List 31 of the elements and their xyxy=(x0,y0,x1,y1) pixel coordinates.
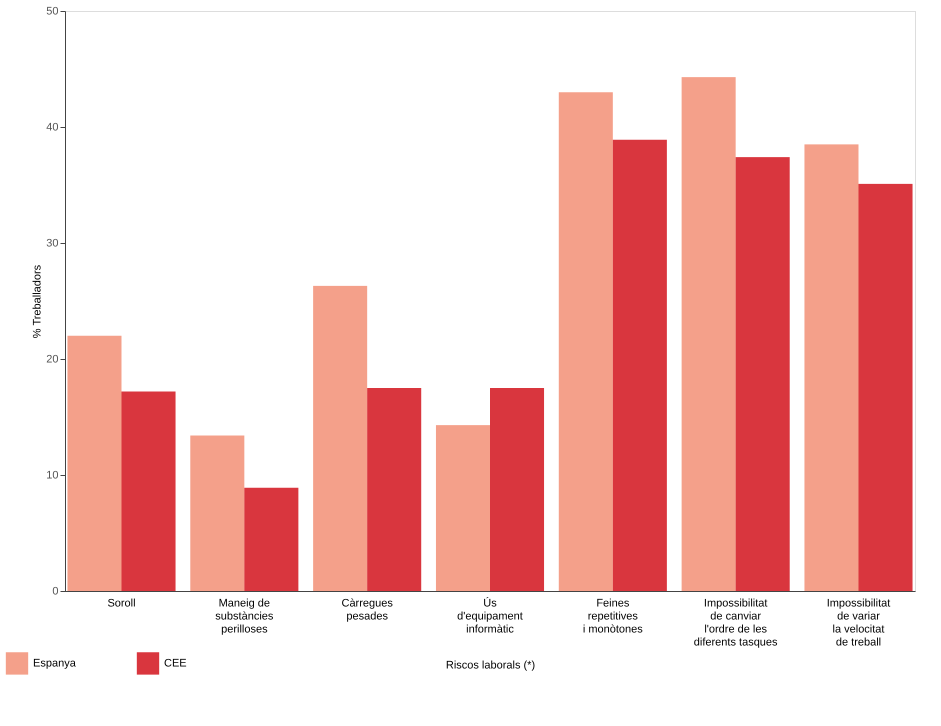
bar xyxy=(736,157,790,591)
y-tick-label: 0 xyxy=(52,586,58,598)
bar xyxy=(858,184,913,591)
y-axis-title: % Treballadors xyxy=(31,264,44,338)
x-tick-label: Impossibilitat de variar la velocitat de treball xyxy=(826,598,890,648)
y-tick-label: 20 xyxy=(46,354,58,366)
x-tick-label: Maneig de substàncies perilloses xyxy=(215,598,274,636)
x-tick-label: Soroll xyxy=(107,598,136,610)
bar xyxy=(122,391,176,591)
legend-label: Espanya xyxy=(33,657,77,670)
bar xyxy=(490,388,544,591)
x-tick-label: Ús d'equipament informàtic xyxy=(457,596,523,636)
bar xyxy=(367,388,422,591)
bar xyxy=(436,425,490,591)
x-tick-label: Càrregues pesades xyxy=(341,598,394,622)
bar xyxy=(612,140,667,591)
legend-label: CEE xyxy=(164,657,187,670)
x-tick-label: Impossibilitat de canviar l'ordre de les diferents tasques xyxy=(694,598,778,648)
bar xyxy=(804,144,858,591)
bar xyxy=(313,286,368,591)
bar xyxy=(67,336,122,591)
bar xyxy=(244,488,298,591)
y-tick-label: 30 xyxy=(46,238,58,250)
bar xyxy=(682,77,736,591)
y-tick-label: 40 xyxy=(46,122,58,134)
y-tick-label: 10 xyxy=(46,470,58,482)
x-tick-label: Feines repetitives i monòtones xyxy=(582,598,644,636)
y-tick-label: 50 xyxy=(46,6,58,18)
bar xyxy=(558,92,613,591)
x-axis-title: Riscos laborals (*) xyxy=(446,660,536,672)
bar xyxy=(190,436,244,591)
